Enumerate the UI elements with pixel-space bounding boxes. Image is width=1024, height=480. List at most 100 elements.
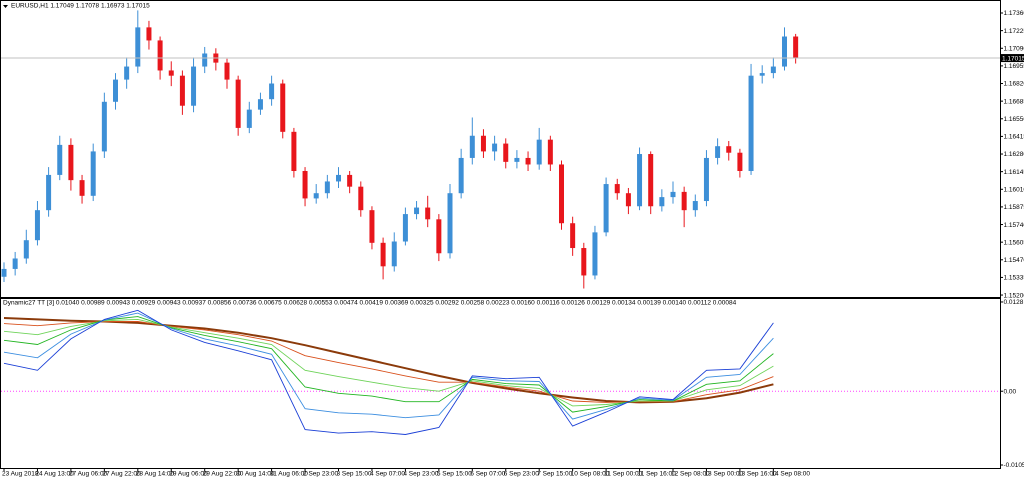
x-tick-label: 3 Sep 15:00 [337,471,372,478]
candle-body [324,181,330,194]
candle-body [12,258,18,269]
candle-body [269,83,275,100]
y-tick-label: 1.15875 [1004,204,1024,211]
candle-body [458,157,464,194]
candle-body [135,27,141,67]
x-tick-label: 31 Aug 06:00 [270,471,309,478]
y-tick-label: 1.16415 [1004,134,1024,141]
candle-body [447,193,453,254]
indicator-line [3,317,774,404]
candle-body [681,191,687,211]
pane-title: Dynamic27 TT [3] 0.01040 0.00989 0.00943… [3,300,737,307]
candle-body [246,109,252,128]
y-tick-label: 0.00 [1004,388,1017,395]
x-tick-label: 2 Sep 23:00 [303,471,338,478]
candle-body [302,171,308,199]
y-tick-label: 1.17225 [1004,28,1024,35]
candle-body [737,152,743,172]
candle-body [782,36,787,67]
x-tick-label: 13 Sep 16:00 [738,471,777,478]
candle-body [715,146,721,158]
candle-body [480,135,486,152]
price-pane-frame [0,0,1001,298]
y-tick-label: 1.16955 [1004,63,1024,70]
candle-body [79,180,85,196]
candle-body [726,146,732,153]
y-tick-label: 1.16280 [1004,151,1024,158]
candle-body [313,193,319,199]
candle-body [291,131,297,172]
candle-body [425,207,431,220]
y-tick-label: 1.17360 [1004,10,1024,17]
pane-title: EURUSD,H1 1.17049 1.17078 1.16973 1.1701… [11,3,150,10]
candle-body [168,70,174,76]
y-tick-label: -0.01058 [1004,462,1024,469]
y-tick-label: 1.15605 [1004,239,1024,246]
x-tick-label: 10 Sep 08:00 [571,471,610,478]
x-tick-label: 5 Sep 15:00 [437,471,472,478]
x-tick-label: 29 Aug 06:00 [169,471,208,478]
candle-body [536,139,542,165]
candle-body [202,53,208,67]
candle-body [547,139,553,165]
candle-body [391,241,397,267]
candle-body [113,79,118,102]
candle-body [670,191,676,198]
y-tick-label: 1.15335 [1004,275,1024,282]
candle-body [603,184,609,233]
indicator-line [3,316,774,413]
candle-body [191,66,197,106]
candle-body [90,151,96,196]
candle-body [280,83,286,132]
candle-body [793,36,799,59]
x-tick-label: 30 Aug 14:00 [236,471,275,478]
candle-body [347,174,353,187]
y-tick-label: 1.16010 [1004,186,1024,193]
candle-body [23,240,29,259]
candle-body [637,154,643,207]
candle-body [759,73,765,76]
candle-body [581,248,587,276]
candle-body [625,193,631,207]
x-tick-label: 11 Sep 00:00 [604,471,643,478]
candle-body [68,144,74,181]
current-price-label: 1.17015 [1002,55,1024,62]
candle-body [559,164,564,224]
candle-body [179,75,185,106]
x-tick-label: 27 Aug 22:00 [102,471,141,478]
indicator-line [3,318,774,407]
x-tick-label: 4 Sep 23:00 [403,471,438,478]
candle-body [436,219,442,254]
y-tick-label: 1.16685 [1004,98,1024,105]
candle-body [146,27,152,41]
candle-body [648,154,654,207]
y-tick-label: 1.15200 [1004,292,1024,299]
x-tick-label: 13 Sep 00:00 [704,471,743,478]
candle-body [46,174,52,211]
candle-body [101,101,107,152]
collapse-arrow[interactable] [3,5,8,8]
candle-body [336,174,341,182]
candle-body [1,268,7,277]
candle-body [369,210,375,243]
x-tick-label: 7 Sep 15:00 [537,471,572,478]
candle-body [235,79,241,128]
candle-body [770,66,776,74]
x-tick-label: 11 Sep 16:00 [638,471,677,478]
candle-body [703,157,709,202]
candle-body [570,223,576,249]
x-tick-label: 28 Aug 14:00 [136,471,175,478]
x-tick-label: 12 Sep 08:00 [671,471,710,478]
candle-body [514,157,520,162]
x-tick-label: 24 Aug 13:00 [35,471,74,478]
y-tick-label: 1.17090 [1004,45,1024,52]
indicator-line [3,321,774,403]
y-tick-label: 0.0128 [1004,299,1024,306]
candle-body [224,62,230,80]
candle-body [592,232,598,276]
y-tick-label: 1.16820 [1004,81,1024,88]
candle-body [124,66,130,80]
candle-body [34,210,40,241]
